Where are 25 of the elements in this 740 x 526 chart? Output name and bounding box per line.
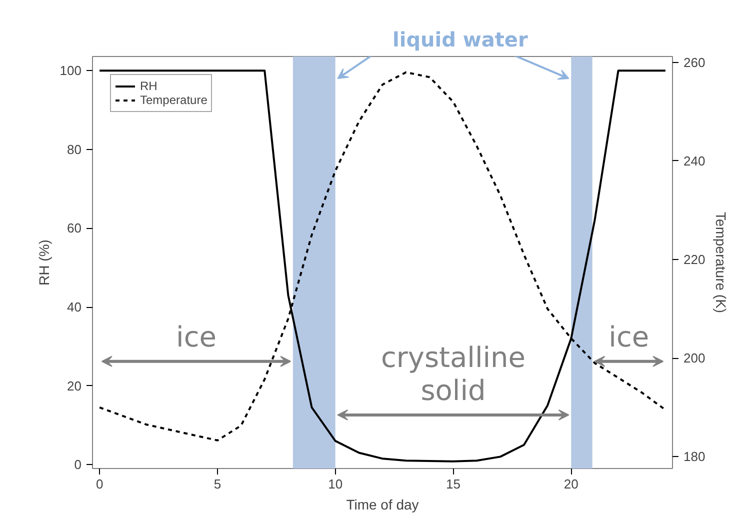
annotation: crystalline solid [380,340,526,407]
y2-tick-label: 220 [684,252,706,268]
x-tick-label: 5 [214,476,222,492]
y2-tick-label: 180 [684,449,706,464]
annotation: ice [608,320,650,354]
y-tick-label: 20 [67,378,82,394]
x-tick-label: 0 [96,476,104,492]
y2-tick-label: 200 [684,350,706,366]
annotation: liquid water [392,28,528,52]
y2-tick-label: 240 [684,153,706,168]
x-tick-label: 20 [564,476,578,492]
y2-tick-label: 260 [684,54,706,70]
annotation: ice [176,320,216,354]
y-tick-label: 40 [67,300,82,315]
y-tick-label: 80 [67,142,82,157]
y-tick-label: 0 [74,457,82,472]
y-tick-label: 60 [67,220,82,236]
y2-axis-title: Temperature (K) [713,212,730,314]
x-tick-label: 10 [328,476,343,492]
legend-label: RH [140,79,158,93]
y-tick-label: 100 [60,63,82,78]
x-axis-title: Time of day [346,496,419,512]
y-axis-title: RH (%) [36,240,52,286]
legend-label: Temperature [140,93,208,107]
x-tick-label: 15 [446,476,460,492]
